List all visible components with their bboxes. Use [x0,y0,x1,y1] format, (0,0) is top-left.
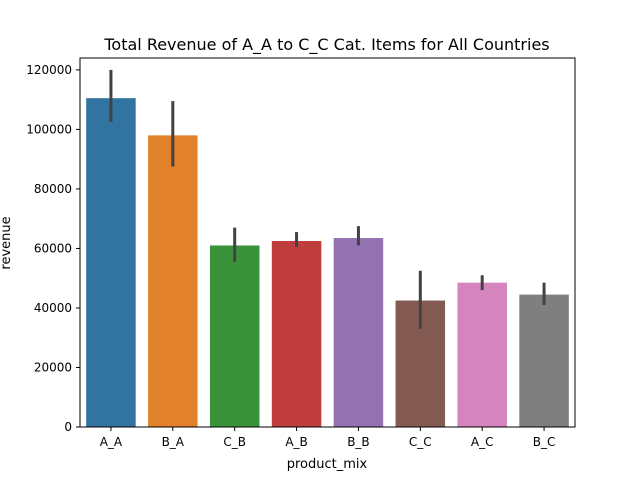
y-tick-label: 40000 [34,301,72,315]
y-tick-label: 0 [64,420,72,434]
x-tick-label: B_C [533,435,556,449]
bar [271,241,322,427]
y-tick-label: 80000 [34,182,72,196]
x-tick-label: A_A [100,435,123,449]
x-tick-label: A_B [285,435,307,449]
axes-frame [79,57,576,428]
x-tick-label: B_B [347,435,369,449]
chart-title: Total Revenue of A_A to C_C Cat. Items f… [103,35,549,55]
x-tick-label: A_C [471,435,494,449]
bar [148,135,198,427]
y-tick-label: 60000 [34,241,72,255]
bar [209,245,260,427]
bar [457,282,507,427]
bar [519,294,569,427]
x-tick-label: B_A [162,435,185,449]
y-tick-label: 100000 [26,122,72,136]
y-axis-label: revenue [0,216,14,269]
y-tick-label: 120000 [26,63,72,77]
x-tick-label: C_C [409,435,432,449]
y-tick-label: 20000 [34,360,72,374]
bar [333,238,384,427]
bar [86,98,136,428]
x-axis-label: product_mix [287,457,368,472]
x-tick-label: C_B [223,435,246,449]
plot-area: A_A B_A C_B A_B B_B C_C A_C B_C 0 20000 40000 60000… [26,57,576,449]
